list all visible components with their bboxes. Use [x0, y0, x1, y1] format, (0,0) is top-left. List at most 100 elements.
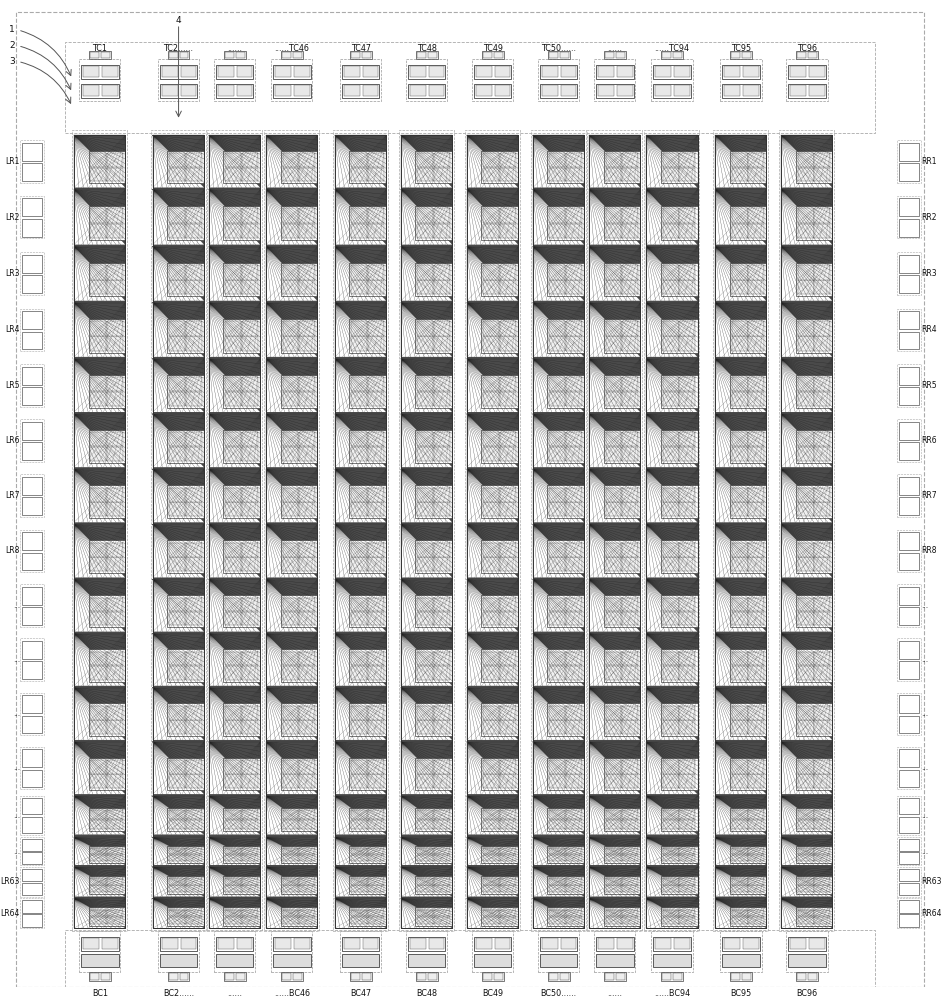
Bar — [90, 336, 106, 351]
Bar — [368, 488, 384, 502]
Bar — [22, 332, 41, 349]
Bar — [798, 432, 814, 446]
Bar — [417, 885, 433, 892]
Bar — [89, 206, 125, 240]
Bar — [22, 255, 41, 273]
Bar — [273, 65, 311, 79]
Bar — [168, 876, 204, 894]
Bar — [748, 502, 764, 516]
Bar — [798, 666, 814, 680]
Bar — [368, 774, 384, 788]
Bar — [604, 758, 641, 790]
Bar — [342, 954, 380, 967]
Polygon shape — [209, 135, 260, 187]
Polygon shape — [335, 524, 386, 577]
Polygon shape — [533, 898, 584, 928]
Bar — [500, 810, 516, 819]
Bar — [472, 931, 513, 972]
Polygon shape — [153, 135, 204, 187]
Bar — [299, 652, 315, 665]
Bar — [349, 703, 386, 736]
Polygon shape — [646, 359, 697, 412]
Bar — [500, 885, 516, 892]
Bar — [604, 263, 641, 296]
Bar — [218, 85, 234, 96]
Bar — [900, 532, 919, 550]
Bar — [900, 869, 919, 881]
Bar — [225, 760, 241, 774]
Bar — [20, 419, 43, 462]
Bar — [349, 972, 371, 981]
Bar — [107, 377, 123, 391]
Bar — [242, 208, 258, 223]
Bar — [481, 540, 518, 573]
Bar — [368, 224, 384, 238]
Bar — [674, 66, 690, 77]
Bar — [549, 878, 565, 885]
Bar — [242, 321, 258, 336]
Bar — [89, 52, 99, 58]
Bar — [281, 808, 317, 831]
Bar — [566, 612, 582, 625]
Bar — [89, 485, 125, 518]
Bar — [363, 85, 379, 96]
Bar — [730, 649, 767, 682]
Bar — [798, 321, 814, 336]
Bar — [22, 532, 41, 550]
Bar — [540, 65, 577, 79]
Bar — [281, 703, 317, 736]
Bar — [566, 666, 582, 680]
Bar — [500, 910, 516, 916]
Polygon shape — [781, 303, 833, 357]
Bar — [236, 66, 252, 77]
Bar — [622, 917, 638, 924]
Bar — [434, 652, 450, 665]
Bar — [186, 666, 202, 680]
Bar — [483, 910, 499, 916]
Bar — [814, 878, 830, 885]
Bar — [900, 716, 919, 733]
Bar — [730, 846, 767, 863]
Bar — [89, 51, 110, 59]
Text: TC49: TC49 — [482, 44, 503, 53]
Bar — [732, 820, 748, 829]
Bar — [483, 652, 499, 665]
Bar — [22, 770, 41, 787]
Bar — [299, 774, 315, 788]
Polygon shape — [153, 189, 204, 245]
Bar — [223, 907, 260, 926]
Polygon shape — [209, 414, 260, 467]
Bar — [299, 432, 315, 446]
Bar — [566, 208, 582, 223]
Bar — [500, 878, 516, 885]
Bar — [160, 84, 197, 98]
Bar — [900, 367, 919, 385]
Bar — [814, 432, 830, 446]
Bar — [542, 938, 558, 949]
Bar — [225, 910, 241, 916]
Bar — [566, 432, 582, 446]
Bar — [549, 280, 565, 294]
Bar — [560, 973, 569, 980]
Bar — [207, 130, 262, 931]
Polygon shape — [209, 634, 260, 686]
Bar — [368, 885, 384, 892]
Bar — [566, 917, 582, 924]
Bar — [107, 447, 123, 461]
Bar — [482, 972, 504, 981]
Bar — [715, 135, 767, 928]
Bar — [483, 612, 499, 625]
Bar — [273, 84, 311, 98]
Bar — [349, 319, 386, 353]
Bar — [299, 153, 315, 167]
Bar — [170, 774, 186, 788]
Bar — [606, 432, 622, 446]
Polygon shape — [781, 189, 833, 245]
Bar — [417, 224, 433, 238]
Bar — [549, 652, 565, 665]
Bar — [223, 876, 260, 894]
Polygon shape — [209, 579, 260, 632]
Bar — [417, 666, 433, 680]
Polygon shape — [267, 634, 317, 686]
Bar — [549, 910, 565, 916]
